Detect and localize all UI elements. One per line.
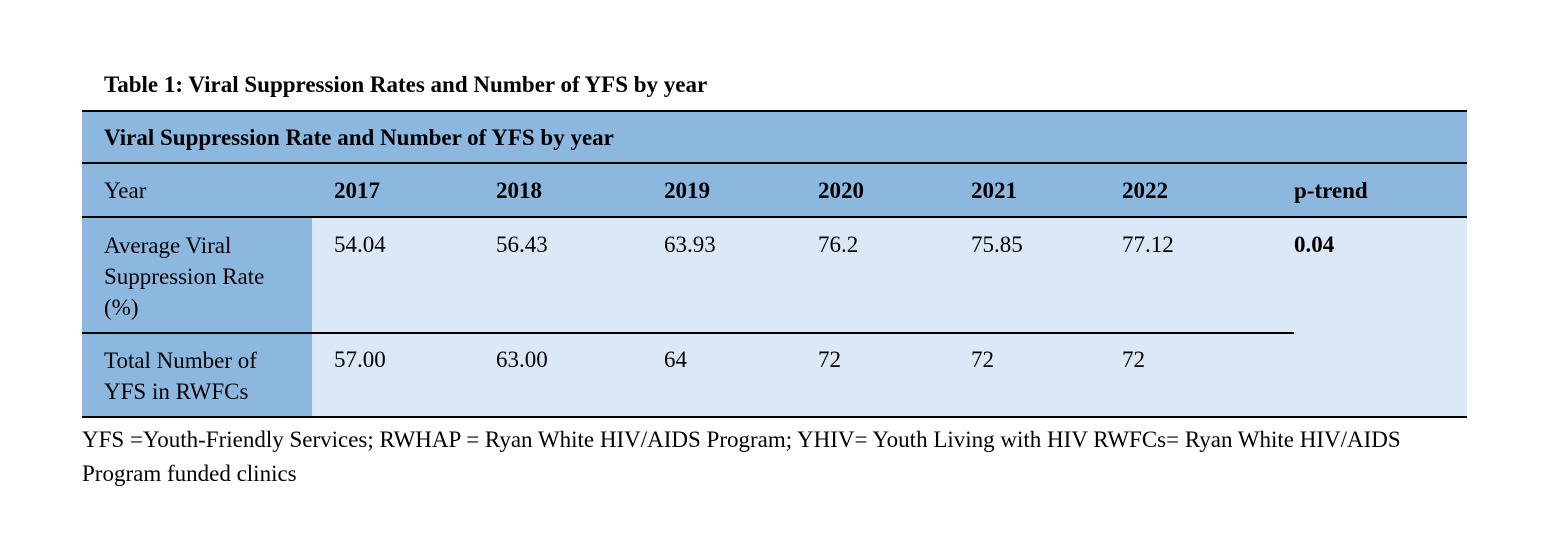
- row-label-column: [82, 218, 312, 416]
- header-p-trend: p-trend: [1294, 178, 1368, 203]
- row-divider: [82, 332, 1294, 334]
- table-body: [312, 218, 1467, 416]
- table-caption: Table 1: Viral Suppression Rates and Num…: [104, 72, 708, 97]
- header-year-label: Year: [104, 178, 147, 203]
- row-label-line: (%): [104, 295, 139, 320]
- table-cell: 75.85: [971, 232, 1023, 257]
- table-cell: 72: [818, 347, 841, 372]
- table-cell: 72: [971, 347, 994, 372]
- header-year-2020: 2020: [818, 178, 864, 203]
- row-label-line: Average Viral: [104, 233, 232, 258]
- table-cell: 63.00: [496, 347, 548, 372]
- table-cell: 56.43: [496, 232, 548, 257]
- p-trend-value: 0.04: [1294, 232, 1335, 257]
- table-cell: 57.00: [334, 347, 386, 372]
- row-label-line: Suppression Rate: [104, 264, 265, 289]
- table-cell: 72: [1122, 347, 1145, 372]
- table-cell: 54.04: [334, 232, 386, 257]
- table-top-rule: [82, 110, 1467, 112]
- table-cell: 77.12: [1122, 232, 1174, 257]
- row-label-total-yfs: Total Number of YFS in RWFCs: [104, 345, 257, 407]
- table-title-rule: [82, 162, 1467, 164]
- table-header-rule: [82, 216, 1467, 218]
- row-label-line: Total Number of: [104, 348, 257, 373]
- table-cell: 64: [664, 347, 687, 372]
- table-bottom-rule: [82, 416, 1467, 418]
- header-year-2017: 2017: [334, 178, 380, 203]
- row-label-line: YFS in RWFCs: [104, 379, 249, 404]
- header-year-2018: 2018: [496, 178, 542, 203]
- table-title-band: Viral Suppression Rate and Number of YFS…: [82, 112, 1467, 162]
- data-table: Viral Suppression Rate and Number of YFS…: [82, 110, 1467, 418]
- header-year-2021: 2021: [971, 178, 1017, 203]
- table-title: Viral Suppression Rate and Number of YFS…: [104, 125, 614, 150]
- table-footnote: YFS =Youth-Friendly Services; RWHAP = Ry…: [82, 427, 1401, 486]
- header-year-2022: 2022: [1122, 178, 1168, 203]
- table-cell: 76.2: [818, 232, 859, 257]
- table-cell: 63.93: [664, 232, 716, 257]
- table-header-row: [82, 164, 1467, 216]
- row-label-viral-suppression: Average Viral Suppression Rate (%): [104, 230, 264, 323]
- header-year-2019: 2019: [664, 178, 710, 203]
